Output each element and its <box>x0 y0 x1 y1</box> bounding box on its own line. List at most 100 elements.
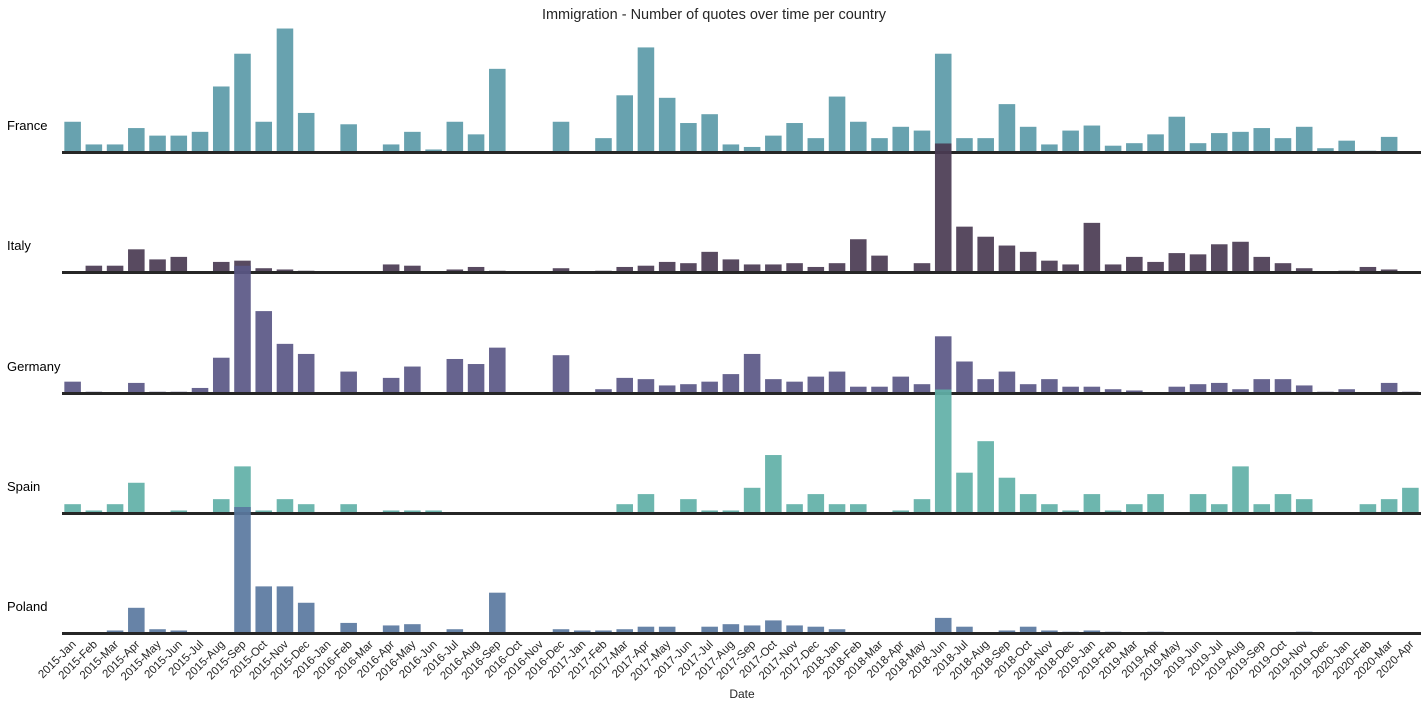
bar-italy-2020-Mar <box>1380 269 1398 272</box>
bar-spain-2018-Jul <box>956 472 973 513</box>
bar-france-2018-Jan <box>828 96 846 152</box>
bar-italy-2019-Jun <box>1189 254 1207 272</box>
bar-france-2016-Dec <box>552 121 570 152</box>
bar-france-2017-Nov <box>786 123 803 152</box>
bar-france-2018-Oct <box>1019 126 1037 152</box>
bar-germany-2015-Oct <box>255 311 273 393</box>
bar-poland-2017-Jan <box>573 630 591 633</box>
bar-spain-2016-May <box>404 510 421 513</box>
series-row-poland: Poland <box>7 507 1421 635</box>
bar-italy-2018-Sep <box>998 245 1016 272</box>
bar-italy-2016-May <box>404 265 421 272</box>
bar-france-2019-Jul <box>1210 133 1228 152</box>
bar-germany-2018-Apr <box>892 376 910 393</box>
bar-poland-2017-Apr <box>637 626 655 633</box>
bar-france-2017-Aug <box>722 144 740 152</box>
bar-italy-2015-Mar <box>106 265 124 272</box>
bar-france-2018-Feb <box>850 121 867 152</box>
bar-france-2018-Mar <box>871 138 888 152</box>
bar-italy-2018-Jan <box>828 263 846 272</box>
bar-france-2019-Sep <box>1253 128 1271 152</box>
bar-france-2015-May <box>149 135 166 152</box>
bar-italy-2017-Sep <box>743 264 761 272</box>
bar-germany-2017-Oct <box>765 379 782 393</box>
bar-italy-2018-May <box>913 263 931 272</box>
bar-poland-2018-Sep <box>998 630 1016 633</box>
chart-rows: France Italy Germany Spain Poland <box>7 28 1421 635</box>
bar-spain-2018-Jan <box>828 504 846 513</box>
bar-italy-2018-Jun <box>934 143 952 272</box>
bar-france-2017-Dec <box>807 138 825 152</box>
bar-spain-2018-Aug <box>977 441 994 513</box>
bar-germany-2015-Sep <box>234 265 251 393</box>
bar-germany-2019-Feb <box>1104 389 1122 393</box>
bar-france-2018-Aug <box>977 138 994 152</box>
bar-italy-2018-Dec <box>1062 264 1079 272</box>
bar-poland-2015-Jun <box>170 630 188 633</box>
bar-france-2017-Jul <box>701 114 718 152</box>
bar-poland-2018-Jan <box>828 629 846 633</box>
bar-italy-2015-Oct <box>255 268 273 272</box>
bar-poland-2016-Sep <box>489 592 506 633</box>
bar-spain-2015-Apr <box>128 482 145 513</box>
bar-france-2017-May <box>658 97 676 152</box>
bar-spain-2019-Jul <box>1210 504 1228 513</box>
bar-france-2019-Dec <box>1317 148 1334 152</box>
bar-italy-2018-Oct <box>1019 251 1037 272</box>
bar-germany-2016-Jul <box>446 358 464 393</box>
bar-poland-2017-Feb <box>595 630 612 633</box>
bar-france-2016-Sep <box>489 68 506 152</box>
bar-poland-2017-Sep <box>743 625 761 633</box>
bar-italy-2018-Aug <box>977 236 994 272</box>
bar-germany-2017-Jul <box>701 381 718 393</box>
bar-germany-2017-Sep <box>743 353 761 393</box>
bar-france-2018-May <box>913 130 931 152</box>
bar-france-2017-Apr <box>637 47 655 152</box>
row-label-spain: Spain <box>7 479 40 494</box>
bar-germany-2018-Sep <box>998 371 1016 393</box>
bar-italy-2017-Jul <box>701 251 718 272</box>
bar-spain-2015-Nov <box>276 499 294 513</box>
bar-italy-2019-Feb <box>1104 264 1122 272</box>
bar-poland-2018-Oct <box>1019 626 1037 633</box>
bar-spain-2019-Jun <box>1189 494 1207 513</box>
bar-poland-2016-Feb <box>340 622 357 633</box>
bar-germany-2018-Mar <box>871 386 888 393</box>
bar-spain-2018-Dec <box>1062 510 1079 513</box>
bar-poland-2018-Jun <box>934 617 952 633</box>
bar-italy-2015-Jun <box>170 256 188 272</box>
bar-spain-2017-Nov <box>786 504 803 513</box>
bar-spain-2019-Sep <box>1253 504 1271 513</box>
bar-germany-2018-Dec <box>1062 386 1079 393</box>
bar-france-2017-Mar <box>616 95 633 152</box>
bar-germany-2017-Apr <box>637 379 655 393</box>
bar-italy-2019-Apr <box>1147 261 1164 272</box>
bar-france-2016-Jul <box>446 121 464 152</box>
bar-france-2015-Jul <box>191 131 209 152</box>
bar-poland-2015-Sep <box>234 507 251 633</box>
bar-germany-2018-Jan <box>828 371 846 393</box>
bar-spain-2020-Mar <box>1380 499 1398 513</box>
bar-france-2018-Sep <box>998 104 1016 152</box>
bar-italy-2015-Feb <box>85 265 103 272</box>
bar-france-2015-Sep <box>234 53 251 152</box>
row-label-italy: Italy <box>7 238 31 253</box>
bar-germany-2019-Oct <box>1274 379 1292 393</box>
bar-france-2019-Aug <box>1232 131 1249 152</box>
series-row-spain: Spain <box>7 389 1421 515</box>
bar-spain-2017-Dec <box>807 494 825 513</box>
bar-spain-2019-Nov <box>1295 499 1313 513</box>
bar-germany-2019-Sep <box>1253 379 1271 393</box>
bar-italy-2017-Apr <box>637 265 655 272</box>
bar-germany-2018-Jul <box>956 361 973 393</box>
bar-spain-2018-Sep <box>998 477 1016 513</box>
bar-spain-2017-Jun <box>680 499 697 513</box>
bar-germany-2015-Jul <box>191 387 209 393</box>
bar-italy-2017-Oct <box>765 264 782 272</box>
bar-germany-2015-Apr <box>128 382 145 393</box>
bar-france-2020-Jan <box>1338 140 1355 152</box>
bar-france-2015-Nov <box>276 28 294 152</box>
bar-germany-2018-Oct <box>1019 384 1037 393</box>
bar-germany-2020-Mar <box>1380 382 1398 393</box>
bar-italy-2019-Jul <box>1210 244 1228 272</box>
